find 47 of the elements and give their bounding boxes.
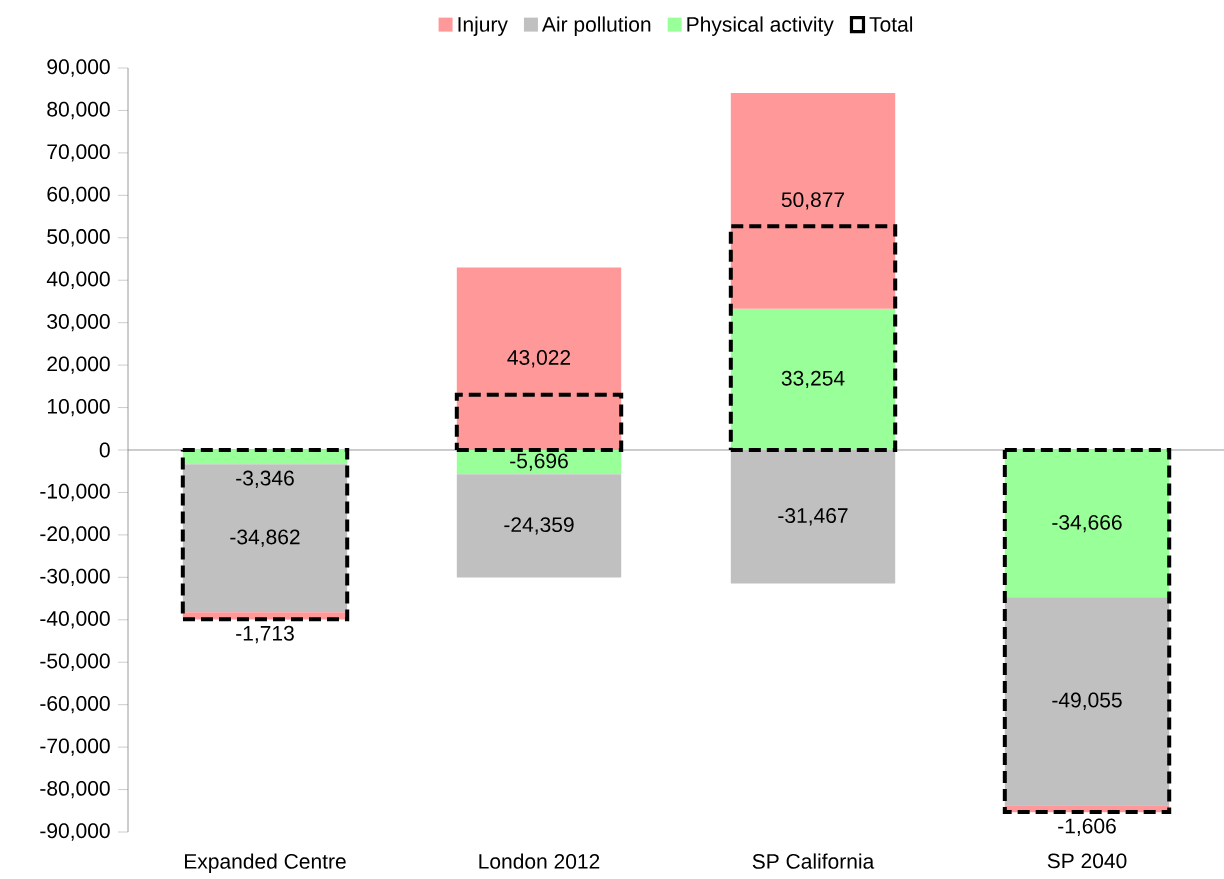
bar xyxy=(182,464,348,613)
legend-label: Air pollution xyxy=(541,16,651,36)
legend-label: Total xyxy=(869,16,913,32)
bar xyxy=(456,474,622,578)
y-tick-label: -50,000 xyxy=(40,653,110,671)
data-label: 33,254 xyxy=(781,370,845,389)
x-tick-label: SP California xyxy=(752,853,875,869)
y-tick-label: 10,000 xyxy=(47,398,110,417)
y-tick-label: -70,000 xyxy=(40,738,110,756)
y-tick-label: 40,000 xyxy=(46,271,110,289)
y-tick-label: 60,000 xyxy=(47,186,110,205)
data-label: -34,862 xyxy=(230,529,300,547)
data-label: -1,713 xyxy=(236,625,294,644)
legend-label: Injury xyxy=(458,16,508,36)
data-label: -34,666 xyxy=(1052,514,1122,533)
legend-label: Physical activity xyxy=(687,16,834,36)
bar xyxy=(730,92,896,309)
y-tick-label: -30,000 xyxy=(40,568,110,587)
x-tick-label: SP 2040 xyxy=(1047,853,1127,869)
y-tick-label: 30,000 xyxy=(47,314,110,332)
bar xyxy=(456,267,622,450)
y-tick-label: 0 xyxy=(99,442,110,458)
y-tick-label: -80,000 xyxy=(40,780,110,799)
x-tick-label: Expanded Centre xyxy=(185,853,346,873)
y-tick-label: 80,000 xyxy=(47,101,110,120)
y-tick-label: -90,000 xyxy=(40,823,110,841)
bar xyxy=(730,308,896,450)
y-tick-label: -60,000 xyxy=(40,696,110,714)
y-tick-label: 70,000 xyxy=(47,144,110,162)
data-label: -31,467 xyxy=(778,508,848,526)
bar xyxy=(730,450,896,584)
data-label: 50,877 xyxy=(781,192,845,210)
data-label: 43,022 xyxy=(507,350,571,368)
data-label: -49,055 xyxy=(1052,692,1122,710)
bar xyxy=(1004,450,1170,598)
y-tick-label: -10,000 xyxy=(40,483,110,502)
data-label: -1,606 xyxy=(1058,818,1116,836)
data-label: -24,359 xyxy=(504,517,574,535)
x-tick-label: London 2012 xyxy=(479,853,600,869)
y-tick-label: 50,000 xyxy=(47,229,110,247)
y-tick-label: -20,000 xyxy=(40,526,110,544)
y-tick-label: 20,000 xyxy=(47,356,110,374)
bar xyxy=(1004,597,1170,806)
y-tick-label: 90,000 xyxy=(47,59,110,77)
y-tick-label: -40,000 xyxy=(40,611,110,629)
data-label: -5,696 xyxy=(510,453,568,471)
data-label: -3,346 xyxy=(236,470,294,488)
